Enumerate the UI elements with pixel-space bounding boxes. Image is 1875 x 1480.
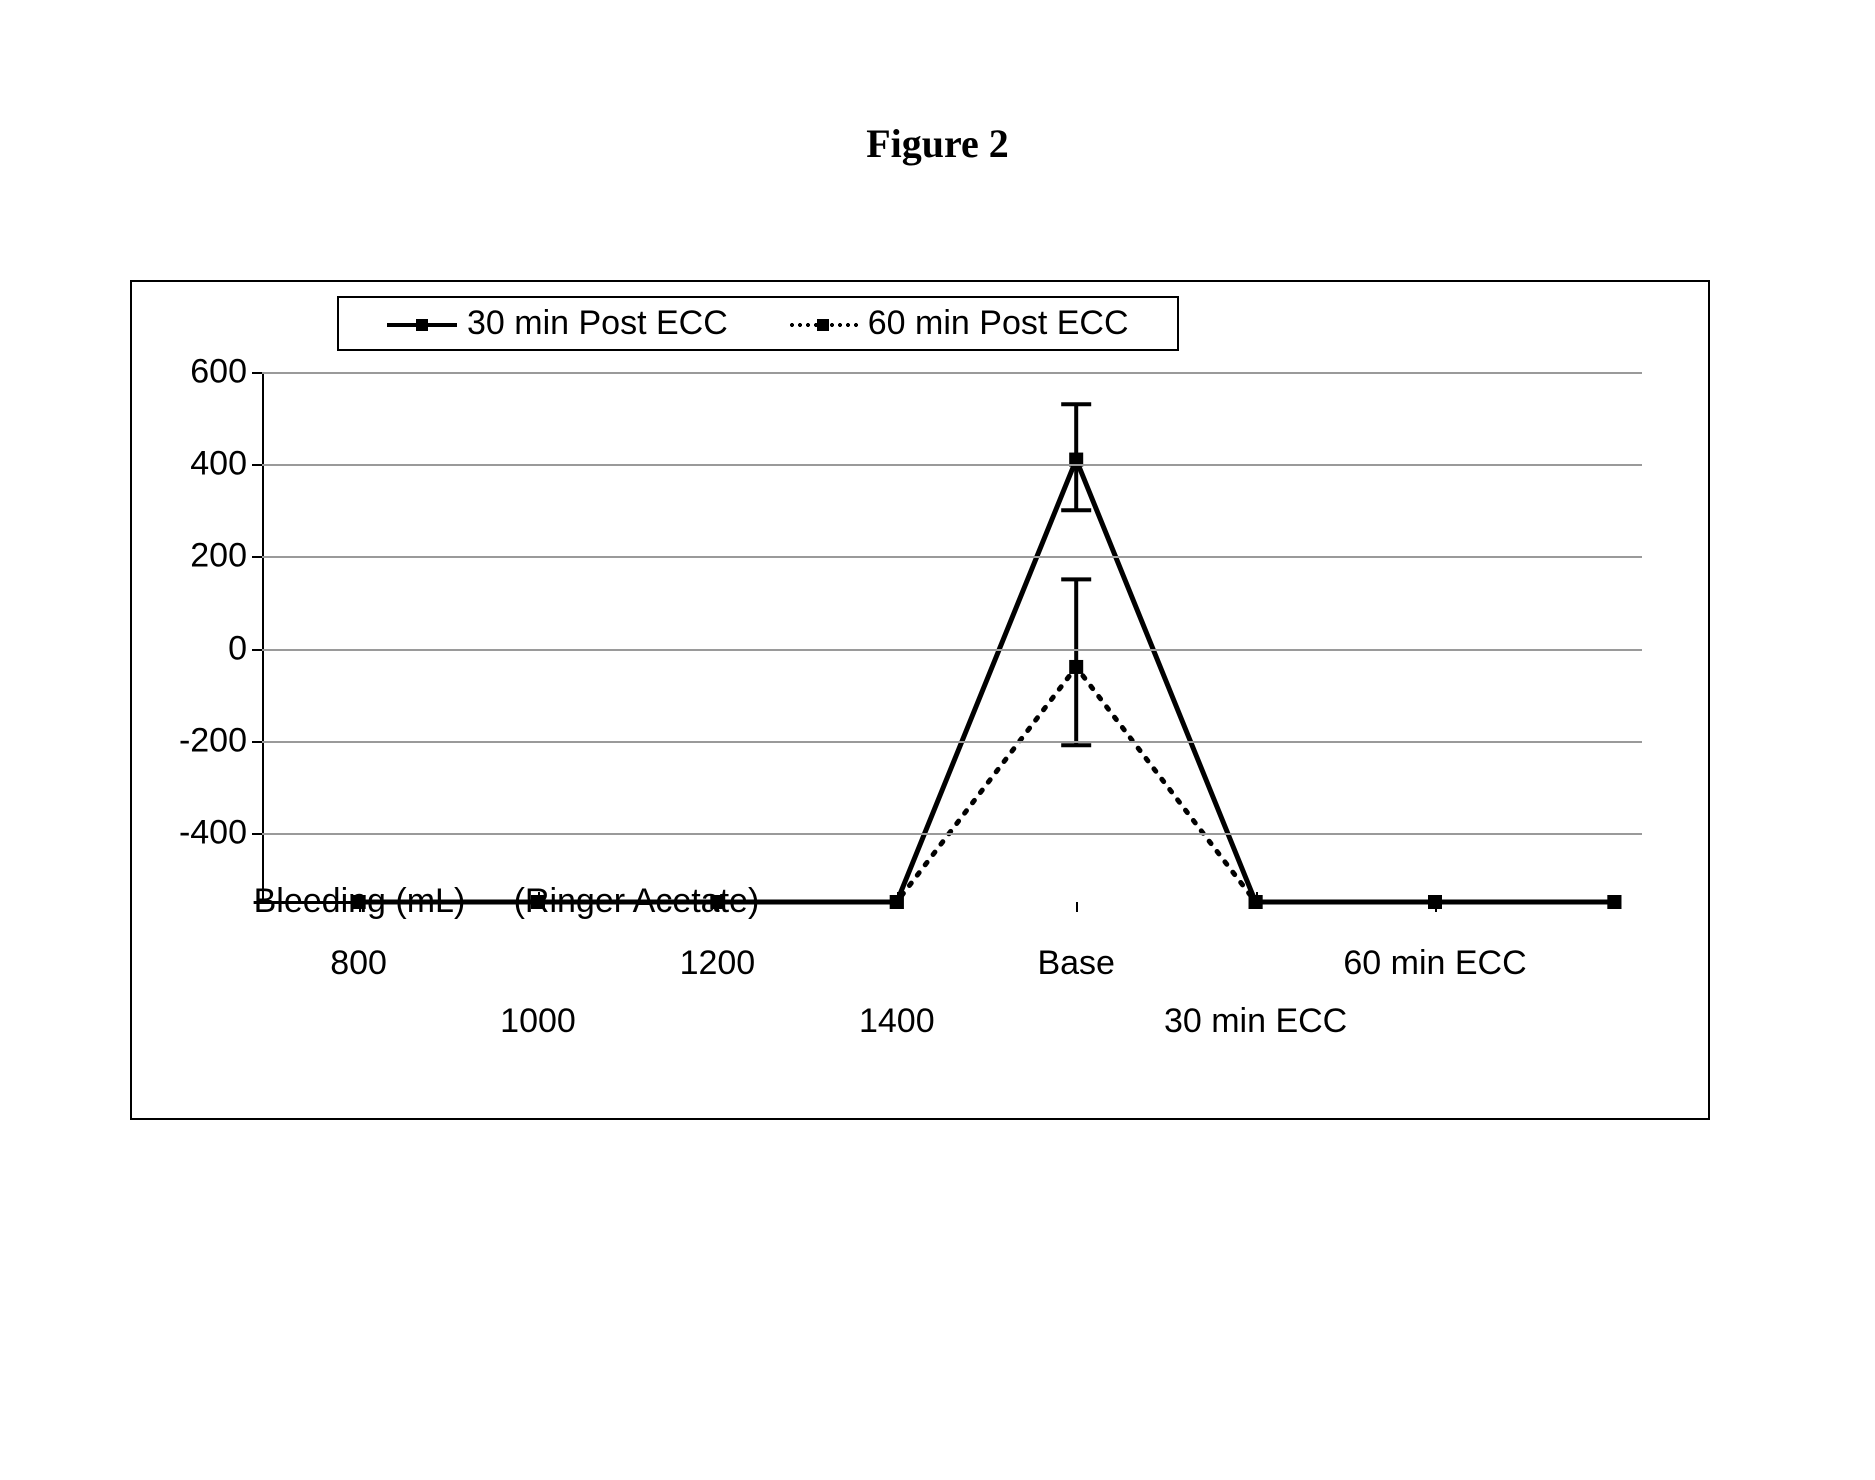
gridline <box>262 556 1642 558</box>
gridline <box>262 649 1642 651</box>
x-tick-label: 1400 <box>859 1002 935 1041</box>
x-tick-label: 30 min ECC <box>1164 1002 1347 1041</box>
y-tick <box>252 833 262 835</box>
x-tick <box>897 892 899 902</box>
y-tick-label: 0 <box>152 629 247 668</box>
axis-caption-ringer: (Ringer Acetate) <box>514 882 760 921</box>
x-tick-label: 800 <box>330 944 387 983</box>
x-tick-label: Base <box>1037 944 1115 983</box>
y-tick-label: -200 <box>152 721 247 760</box>
y-tick <box>252 464 262 466</box>
legend-item: 30 min Post ECC <box>387 304 728 343</box>
x-tick-label: 1200 <box>680 944 756 983</box>
x-tick <box>1076 902 1078 912</box>
legend-item: 60 min Post ECC <box>788 304 1129 343</box>
gridline <box>262 464 1642 466</box>
y-tick <box>252 649 262 651</box>
x-tick <box>1256 892 1258 902</box>
y-tick-label: -400 <box>152 813 247 852</box>
y-tick-label: 200 <box>152 537 247 576</box>
gridline <box>262 741 1642 743</box>
figure-title: Figure 2 <box>0 120 1875 167</box>
x-tick-label: 1000 <box>500 1002 576 1041</box>
y-tick <box>252 741 262 743</box>
legend-label: 30 min Post ECC <box>467 304 728 342</box>
x-tick <box>359 902 361 912</box>
x-tick <box>538 892 540 902</box>
chart-container: 30 min Post ECC 60 min Post ECC Bleeding … <box>130 280 1710 1120</box>
x-tick <box>717 902 719 912</box>
legend-swatch <box>387 316 457 334</box>
gridline <box>262 372 1642 374</box>
gridline <box>262 833 1642 835</box>
legend-label: 60 min Post ECC <box>868 304 1129 342</box>
chart-legend: 30 min Post ECC 60 min Post ECC <box>337 296 1179 351</box>
y-tick-label: 400 <box>152 445 247 484</box>
y-tick <box>252 556 262 558</box>
chart-lines <box>262 372 1642 902</box>
x-tick <box>1435 902 1437 912</box>
y-tick <box>252 372 262 374</box>
y-tick-label: 600 <box>152 353 247 392</box>
plot-area: Bleeding (mL) (Ringer Acetate) -400-2000… <box>262 372 1642 902</box>
x-tick-label: 60 min ECC <box>1343 944 1526 983</box>
legend-swatch <box>788 316 858 334</box>
